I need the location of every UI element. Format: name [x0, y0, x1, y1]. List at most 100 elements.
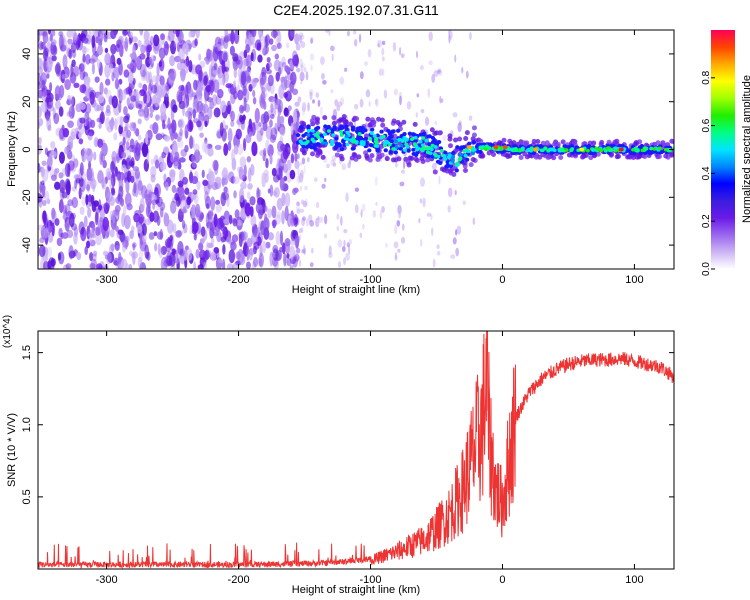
- transition-blob: [309, 220, 315, 227]
- signal-halo: [655, 140, 661, 146]
- signal-ridge: [315, 131, 320, 135]
- noise-blob: [261, 66, 267, 78]
- transition-blob: [297, 34, 301, 41]
- noise-blob: [105, 89, 112, 99]
- noise-blob: [175, 230, 182, 238]
- noise-blob: [275, 231, 281, 246]
- noise-blob: [185, 59, 189, 74]
- noise-blob: [44, 47, 50, 57]
- noise-blob: [116, 57, 122, 65]
- signal-ridge: [608, 148, 613, 153]
- noise-blob: [43, 260, 49, 269]
- transition-blob: [299, 185, 303, 192]
- signal-halo: [606, 139, 612, 145]
- noise-blob: [170, 99, 177, 112]
- noise-blob: [99, 151, 103, 166]
- noise-blob: [199, 238, 205, 244]
- noise-blob: [268, 96, 276, 103]
- signal-halo: [631, 154, 637, 160]
- signal-core: [332, 126, 337, 131]
- noise-blob: [261, 40, 266, 54]
- transition-blob: [332, 162, 336, 167]
- transition-blob: [395, 162, 398, 168]
- chart-title: C2E4.2025.192.07.31.G11: [273, 2, 439, 18]
- noise-blob: [216, 230, 222, 243]
- noise-blob: [80, 226, 87, 242]
- noise-blob: [146, 44, 152, 53]
- noise-blob: [214, 144, 222, 151]
- noise-blob: [96, 58, 101, 69]
- signal-ridge: [369, 131, 374, 135]
- noise-blob: [156, 62, 160, 77]
- transition-blob: [447, 205, 451, 213]
- noise-blob: [131, 251, 139, 259]
- noise-blob: [106, 104, 111, 114]
- signal-halo: [626, 154, 632, 160]
- noise-blob: [176, 136, 182, 142]
- signal-halo: [401, 119, 407, 125]
- signal-halo: [338, 153, 344, 159]
- noise-blob: [215, 249, 220, 261]
- signal-halo: [334, 152, 340, 158]
- noise-blob: [152, 194, 157, 200]
- noise-blob: [98, 266, 105, 269]
- noise-blob: [113, 132, 118, 141]
- noise-blob: [198, 242, 204, 251]
- transition-blob: [321, 183, 326, 189]
- transition-blob: [354, 204, 359, 214]
- noise-blob: [139, 262, 147, 269]
- signal-halo: [588, 155, 594, 161]
- noise-blob: [143, 110, 150, 121]
- transition-blob: [303, 67, 307, 73]
- noise-blob: [213, 213, 218, 228]
- signal-ridge: [450, 158, 455, 162]
- noise-blob: [131, 122, 136, 129]
- noise-blob: [66, 98, 72, 106]
- noise-blob: [263, 85, 268, 93]
- noise-blob: [262, 73, 267, 87]
- transition-blob: [452, 112, 458, 118]
- noise-blob: [215, 199, 221, 205]
- noise-blob: [235, 128, 242, 140]
- noise-blob: [42, 30, 49, 44]
- signal-core: [308, 144, 313, 149]
- snr-x-tick-label: -300: [96, 574, 118, 586]
- noise-blob: [248, 83, 253, 92]
- noise-blob: [38, 30, 41, 43]
- signal-ridge: [552, 148, 557, 153]
- noise-blob: [198, 53, 202, 61]
- signal-ridge: [345, 142, 350, 147]
- transition-blob: [343, 239, 346, 247]
- transition-blob: [432, 258, 436, 268]
- noise-blob: [258, 252, 265, 268]
- signal-halo: [518, 154, 524, 160]
- noise-blob: [277, 104, 282, 116]
- noise-blob: [91, 35, 96, 49]
- transition-blob: [420, 177, 425, 187]
- noise-blob: [263, 227, 270, 240]
- noise-blob: [269, 251, 274, 267]
- transition-blob: [300, 169, 304, 179]
- noise-blob: [259, 244, 263, 258]
- transition-blob: [374, 176, 378, 186]
- transition-blob: [303, 247, 306, 255]
- noise-blob: [281, 192, 286, 207]
- noise-blob: [267, 144, 274, 157]
- noise-blob: [58, 227, 63, 238]
- noise-blob: [155, 199, 160, 205]
- signal-ridge: [412, 142, 417, 146]
- signal-ridge: [359, 142, 364, 146]
- noise-blob: [135, 89, 139, 102]
- noise-blob: [181, 219, 186, 229]
- noise-blob: [182, 176, 189, 185]
- noise-blob: [141, 143, 149, 156]
- noise-blob: [38, 105, 42, 119]
- noise-blob: [250, 78, 258, 88]
- transition-blob: [334, 99, 339, 107]
- noise-blob: [101, 178, 105, 189]
- noise-blob: [250, 52, 254, 62]
- noise-blob: [258, 122, 262, 128]
- signal-ridge: [385, 140, 390, 145]
- transition-blob: [296, 117, 300, 127]
- noise-blob: [284, 65, 290, 73]
